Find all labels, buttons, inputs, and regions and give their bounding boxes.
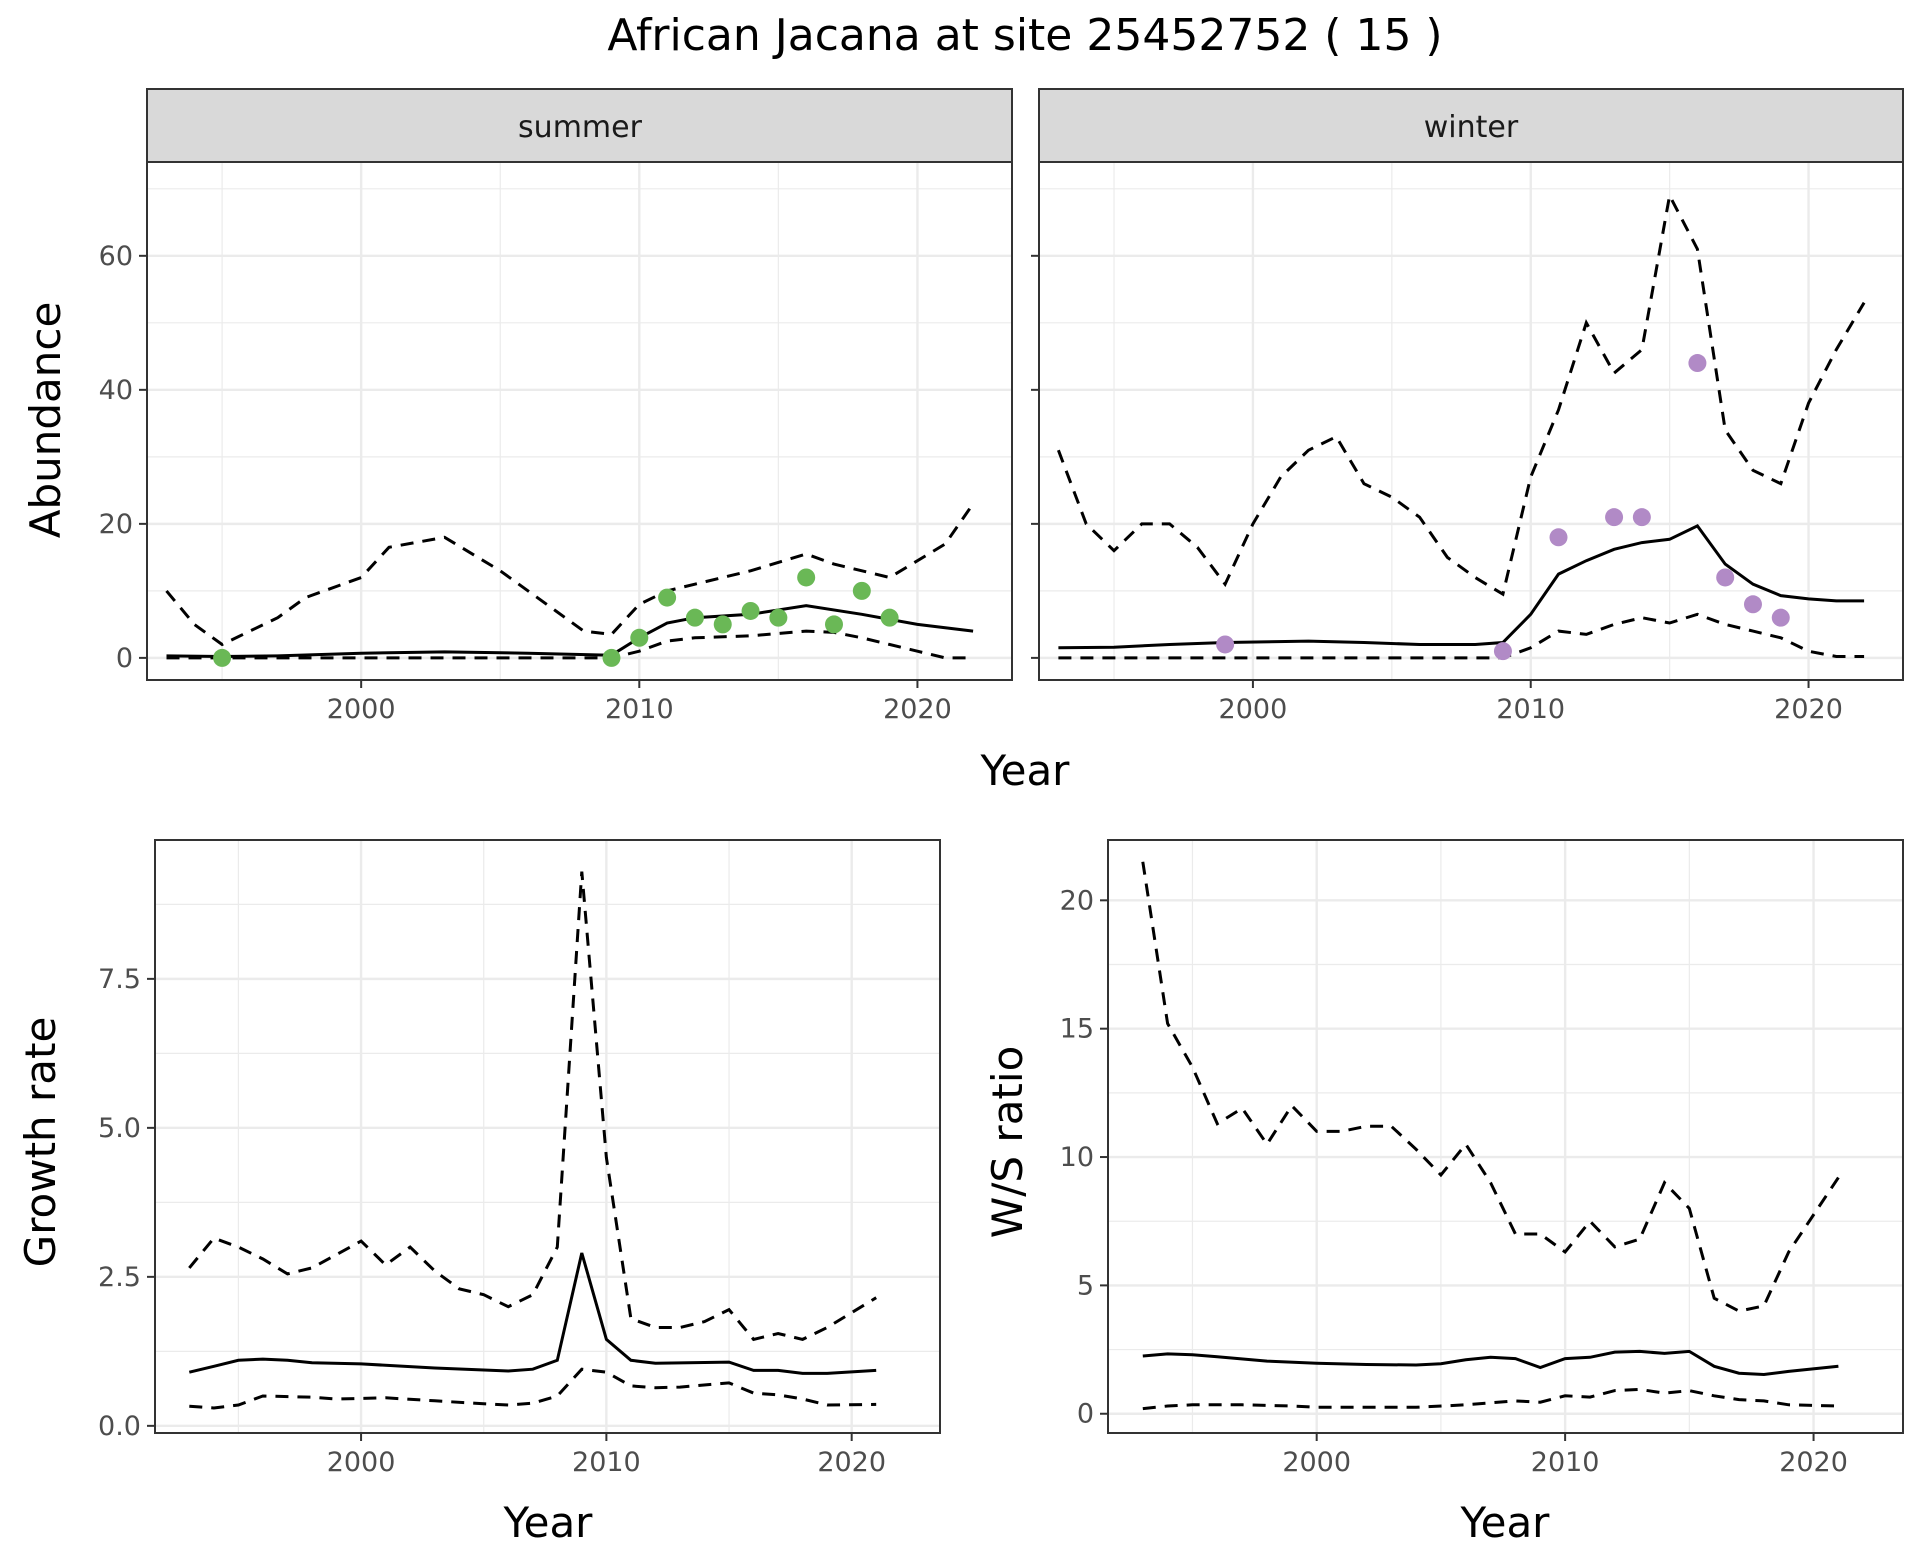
growth-y-axis-title: Growth rate [16, 1017, 65, 1268]
ws-y-axis-title: W/S ratio [983, 1046, 1032, 1239]
observed-point [602, 648, 621, 667]
panel-border [146, 161, 1013, 681]
y-tick-label: 0 [1077, 1399, 1094, 1430]
observed-point [630, 628, 649, 647]
observed-point [685, 608, 704, 627]
x-tick-label: 2000 [1282, 1447, 1351, 1478]
summer-strip [146, 88, 1013, 163]
observed-point [1493, 642, 1512, 661]
mean-line [1142, 1349, 1839, 1377]
x-tick-label: 2020 [883, 694, 952, 725]
observed-point [1549, 528, 1568, 547]
y-tick-label: 5 [1077, 1270, 1094, 1301]
observed-point [769, 608, 788, 627]
observed-point [213, 648, 232, 667]
lower-bound-line [166, 629, 974, 660]
x-tick-label: 2010 [1531, 1447, 1600, 1478]
y-tick-label: 20 [99, 509, 133, 540]
x-tick-label: 2010 [572, 1447, 641, 1478]
ws-x-axis-title: Year [1460, 1498, 1551, 1547]
growth-rate-panel: 2000 2010 2020 0.0 2.5 5.0 7.5 [98, 839, 941, 1478]
y-tick-label: 0 [116, 643, 133, 674]
summer-strip-label: summer [518, 110, 643, 145]
x-tick-label: 2000 [1219, 694, 1288, 725]
observed-point [1771, 608, 1790, 627]
y-tick-label: 0.0 [98, 1411, 141, 1442]
abundance-y-axis-title: Abundance [21, 302, 70, 539]
growth-x-axis-title: Year [503, 1498, 594, 1547]
lower-bound-line [1142, 1387, 1839, 1411]
upper-bound-line [1141, 861, 1840, 1313]
x-tick-label: 2020 [1774, 694, 1843, 725]
x-tick-label: 2020 [1779, 1447, 1848, 1478]
panel-border [1107, 839, 1904, 1434]
observed-point [1605, 508, 1624, 527]
observed-point [741, 601, 760, 620]
panel-border [154, 839, 941, 1434]
y-tick-label: 20 [1060, 885, 1094, 916]
lower-bound-line [189, 1367, 877, 1410]
mean-line [188, 1252, 877, 1375]
y-tick-label: 10 [1060, 1142, 1094, 1173]
y-tick-label: 2.5 [98, 1262, 141, 1293]
abundance-x-axis-title: Year [980, 746, 1071, 795]
x-tick-label: 2020 [817, 1447, 886, 1478]
winter-panel: winter 2000 2010 2020 [1031, 88, 1904, 725]
observed-point [1216, 635, 1235, 654]
x-tick-label: 2010 [1496, 694, 1565, 725]
upper-bound-line [188, 871, 877, 1342]
summer-plot-area: 2000 2010 2020 0 20 40 60 [99, 161, 1013, 725]
y-tick-label: 7.5 [98, 964, 141, 995]
observed-point [1716, 568, 1735, 587]
y-tick-label: 5.0 [98, 1113, 141, 1144]
observed-point [824, 615, 843, 634]
x-tick-label: 2000 [327, 694, 396, 725]
winter-plot-area: 2000 2010 2020 [1031, 161, 1904, 725]
winter-strip-label: winter [1424, 110, 1519, 145]
observed-point [880, 608, 899, 627]
observed-point [852, 581, 871, 600]
observed-point [658, 588, 677, 607]
mean-line [1058, 524, 1865, 650]
y-tick-label: 15 [1060, 1014, 1094, 1045]
y-tick-label: 40 [99, 375, 133, 406]
observed-point [713, 615, 732, 634]
panel-border [1038, 161, 1904, 681]
lower-bound-line [1058, 612, 1865, 660]
ws-ratio-panel: 2000 2010 2020 0 5 10 15 20 [1060, 839, 1904, 1478]
observed-point [1688, 354, 1707, 373]
mean-line [166, 604, 974, 659]
observed-point [1743, 595, 1762, 614]
y-tick-label: 60 [99, 241, 133, 272]
summer-panel: summer 2000 2010 2020 0 20 40 60 [99, 88, 1013, 725]
observed-point [1632, 508, 1651, 527]
x-tick-label: 2000 [327, 1447, 396, 1478]
x-tick-label: 2010 [605, 694, 674, 725]
chart-title: African Jacana at site 25452752 ( 15 ) [607, 10, 1442, 61]
observed-point [797, 568, 816, 587]
upper-bound-line [1056, 190, 1866, 597]
